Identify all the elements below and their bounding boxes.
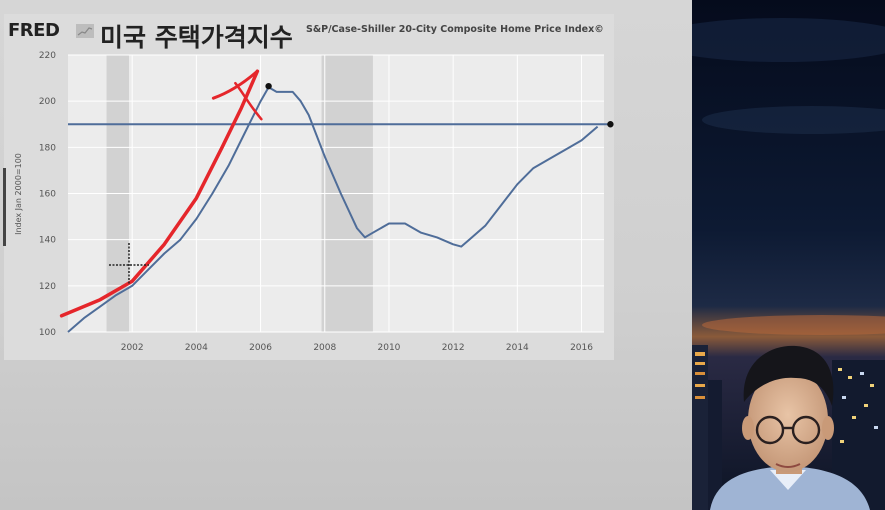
y-tick-label: 120 xyxy=(39,282,56,292)
glasses-icon xyxy=(755,415,821,445)
presenter-video xyxy=(692,0,885,510)
x-tick-label: 2008 xyxy=(313,343,336,353)
y-tick-label: 220 xyxy=(39,51,56,61)
presenter-face xyxy=(748,368,828,472)
pen-trend-stroke xyxy=(59,69,260,318)
side-handle xyxy=(3,168,6,246)
x-tick-label: 2004 xyxy=(185,343,208,353)
point-markers xyxy=(265,82,614,128)
x-tick-label: 2006 xyxy=(249,343,272,353)
x-tick-label: 2010 xyxy=(378,343,401,353)
data-point-marker xyxy=(265,82,272,90)
fred-logo-graph-icon xyxy=(76,24,94,38)
y-tick-label: 140 xyxy=(39,236,56,246)
presenter-ear xyxy=(742,416,754,440)
x-tick-labels: 2002 2004 2006 2008 2010 2012 2014 2016 xyxy=(121,343,594,353)
cloud-band xyxy=(692,18,885,62)
x-tick-label: 2012 xyxy=(442,343,465,353)
series-lines xyxy=(67,86,599,333)
presenter-collar xyxy=(770,470,806,490)
presenter-ear xyxy=(822,416,834,440)
x-tick-label: 2014 xyxy=(506,343,529,353)
data-point-marker xyxy=(607,121,614,128)
pen-arrow-head-stroke xyxy=(234,81,263,121)
x-tick-label: 2016 xyxy=(570,343,593,353)
presenter-body xyxy=(710,466,870,510)
sunset-glow xyxy=(702,315,885,335)
fred-logo: FRED xyxy=(8,20,60,41)
y-tick-labels: 100 120 140 160 180 200 220 xyxy=(39,51,56,338)
chart-title: 미국 주택가격지수 xyxy=(100,23,293,52)
cloud-band xyxy=(702,106,885,134)
presenter-mouth xyxy=(775,463,801,468)
y-tick-label: 200 xyxy=(39,97,56,107)
city-skyline xyxy=(692,345,885,510)
y-tick-label: 100 xyxy=(39,328,56,338)
presenter-hair xyxy=(743,345,834,406)
pen-arrow-head-stroke xyxy=(211,69,259,100)
series-line xyxy=(67,86,599,333)
chart-subtitle: S&P/Case-Shiller 20-City Composite Home … xyxy=(306,24,604,35)
x-tick-label: 2002 xyxy=(121,343,144,353)
y-axis-label: Index Jan 2000=100 xyxy=(14,153,23,235)
y-tick-label: 180 xyxy=(39,143,56,153)
y-tick-label: 160 xyxy=(39,190,56,200)
webcam-feed xyxy=(692,0,885,510)
pen-annotations xyxy=(59,69,263,318)
shared-screen: FRED 미국 주택가격지수 S&P/Case-Shiller 20-City … xyxy=(0,0,692,510)
